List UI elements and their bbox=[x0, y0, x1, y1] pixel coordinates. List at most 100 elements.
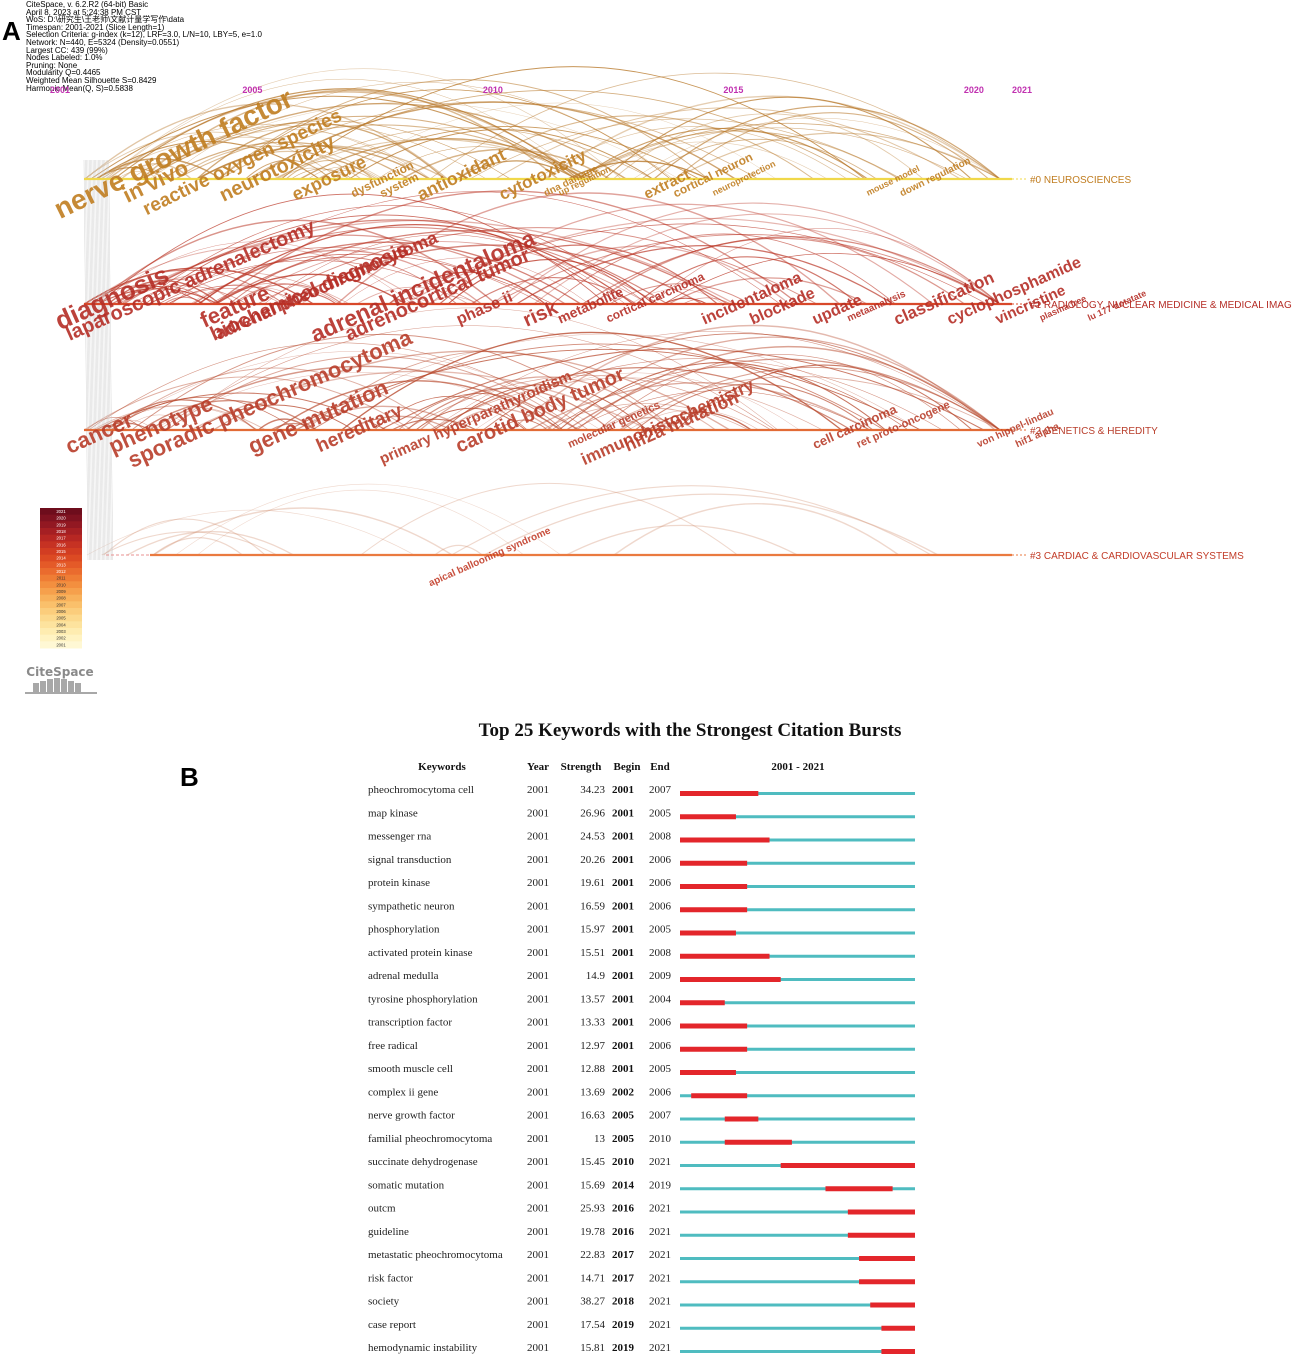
year-cell: 2001 bbox=[527, 947, 549, 959]
year-cell: 2001 bbox=[527, 1063, 549, 1075]
end-cell: 2008 bbox=[649, 947, 672, 959]
connector-line bbox=[107, 159, 112, 561]
strength-cell: 16.59 bbox=[580, 900, 605, 912]
end-cell: 2021 bbox=[649, 1156, 671, 1168]
legend-swatch bbox=[40, 554, 82, 562]
metadata-line: Nodes Labeled: 1.0% bbox=[26, 53, 103, 63]
link-arc bbox=[341, 331, 842, 431]
begin-cell: 2001 bbox=[612, 854, 634, 866]
link-arc bbox=[510, 324, 996, 431]
keyword-cell: hemodynamic instability bbox=[368, 1342, 478, 1354]
link-arc bbox=[663, 253, 1001, 305]
begin-cell: 2019 bbox=[612, 1342, 635, 1354]
axis-year-label: 2005 bbox=[242, 85, 262, 95]
link-arc bbox=[336, 192, 840, 305]
link-arc bbox=[580, 141, 828, 180]
table-header: 2001 - 2021 bbox=[771, 761, 824, 773]
burst-baseline bbox=[680, 1047, 915, 1051]
keyword-cell: activated protein kinase bbox=[368, 947, 473, 959]
year-cell: 2001 bbox=[527, 924, 549, 936]
link-arc bbox=[115, 278, 237, 305]
keyword-cell: nerve growth factor bbox=[368, 1110, 455, 1122]
link-arc bbox=[83, 131, 341, 180]
begin-cell: 2001 bbox=[612, 993, 634, 1005]
link-arc bbox=[374, 395, 528, 431]
link-arc bbox=[103, 518, 266, 556]
strength-cell: 38.27 bbox=[580, 1296, 605, 1308]
legend-swatch bbox=[40, 541, 82, 549]
end-cell: 2021 bbox=[649, 1319, 671, 1331]
strength-cell: 13.69 bbox=[580, 1086, 605, 1098]
timeline-chart: 2001 2005 2010 2015 2020 2021 #0 NEUROSCIENCE… bbox=[25, 66, 1292, 694]
legend-swatch bbox=[40, 601, 82, 609]
year-cell: 2001 bbox=[527, 1342, 549, 1354]
link-arc bbox=[675, 364, 973, 431]
legend-swatch bbox=[40, 508, 82, 516]
burst-segment bbox=[724, 1116, 759, 1122]
link-arc bbox=[565, 524, 798, 556]
year-cell: 2001 bbox=[527, 1272, 549, 1284]
link-arc bbox=[305, 350, 676, 431]
strength-cell: 17.54 bbox=[580, 1319, 605, 1331]
link-arc bbox=[541, 403, 750, 431]
table-row: smooth muscle cell 2001 12.88 2001 2005 bbox=[368, 1063, 915, 1075]
strength-cell: 14.9 bbox=[586, 970, 606, 982]
year-cell: 2001 bbox=[527, 1203, 549, 1215]
table-row: phosphorylation 2001 15.97 2001 2005 bbox=[368, 924, 915, 936]
keyword-cell: somatic mutation bbox=[368, 1179, 445, 1191]
link-arc bbox=[112, 367, 439, 431]
link-arc bbox=[404, 375, 772, 431]
table-row: guideline 2001 19.78 2016 2021 bbox=[368, 1226, 915, 1238]
keyword-cell: case report bbox=[368, 1319, 416, 1331]
logo-text: CiteSpace bbox=[26, 665, 93, 679]
burst-segment bbox=[859, 1256, 915, 1261]
legend-swatch bbox=[40, 594, 82, 602]
table-row: nerve growth factor 2001 16.63 2005 2007 bbox=[368, 1110, 915, 1122]
year-cell: 2001 bbox=[527, 993, 549, 1005]
legend-year: 2013 bbox=[56, 562, 66, 567]
connector-line bbox=[100, 159, 106, 561]
axis-year-label: 2010 bbox=[483, 85, 503, 95]
link-arc bbox=[83, 376, 413, 431]
link-arc bbox=[96, 140, 320, 180]
axis-year-label: 2015 bbox=[723, 85, 743, 95]
link-arc bbox=[129, 122, 487, 180]
link-arc bbox=[634, 383, 874, 431]
year-cell: 2001 bbox=[527, 1156, 549, 1168]
burst-segment bbox=[680, 930, 736, 936]
link-arc bbox=[299, 137, 594, 180]
link-arc bbox=[388, 271, 546, 305]
keyword-cell: sympathetic neuron bbox=[368, 900, 455, 912]
strength-cell: 34.23 bbox=[580, 784, 605, 796]
connector-line bbox=[108, 159, 113, 561]
link-arc bbox=[296, 333, 921, 431]
link-arc bbox=[456, 358, 943, 431]
connector-line bbox=[102, 159, 107, 561]
keyword-cell: pheochromocytoma cell bbox=[368, 784, 474, 796]
table-row: succinate dehydrogenase 2001 15.45 2010 2021 bbox=[368, 1156, 915, 1168]
burst-segment bbox=[680, 1046, 748, 1052]
link-arc bbox=[567, 160, 709, 180]
burst-baseline bbox=[680, 1326, 915, 1330]
legend-year: 2001 bbox=[56, 642, 66, 647]
link-arc bbox=[282, 244, 703, 305]
link-arc bbox=[613, 503, 900, 556]
burst-segment bbox=[680, 860, 748, 866]
link-arc bbox=[210, 282, 341, 305]
metadata-line: WoS: D:\研究生\王老师\文献计量学写作\data bbox=[26, 15, 185, 25]
link-arc bbox=[141, 102, 627, 180]
begin-cell: 2005 bbox=[612, 1133, 635, 1145]
link-arc bbox=[196, 145, 431, 180]
strength-cell: 15.45 bbox=[580, 1156, 605, 1168]
table-row: familial pheochromocytoma 2001 13 2005 2010 bbox=[368, 1133, 915, 1145]
strength-cell: 26.96 bbox=[580, 807, 605, 819]
legend-year: 2010 bbox=[56, 582, 66, 587]
burst-segment bbox=[680, 977, 781, 982]
year-cell: 2001 bbox=[527, 900, 549, 912]
legend-year: 2004 bbox=[56, 622, 66, 627]
burst-segment bbox=[680, 1070, 736, 1075]
table-row: metastatic pheochromocytoma 2001 22.83 2017… bbox=[368, 1249, 915, 1261]
link-arc bbox=[632, 117, 1001, 180]
keyword-cell: adrenal medulla bbox=[368, 970, 439, 982]
